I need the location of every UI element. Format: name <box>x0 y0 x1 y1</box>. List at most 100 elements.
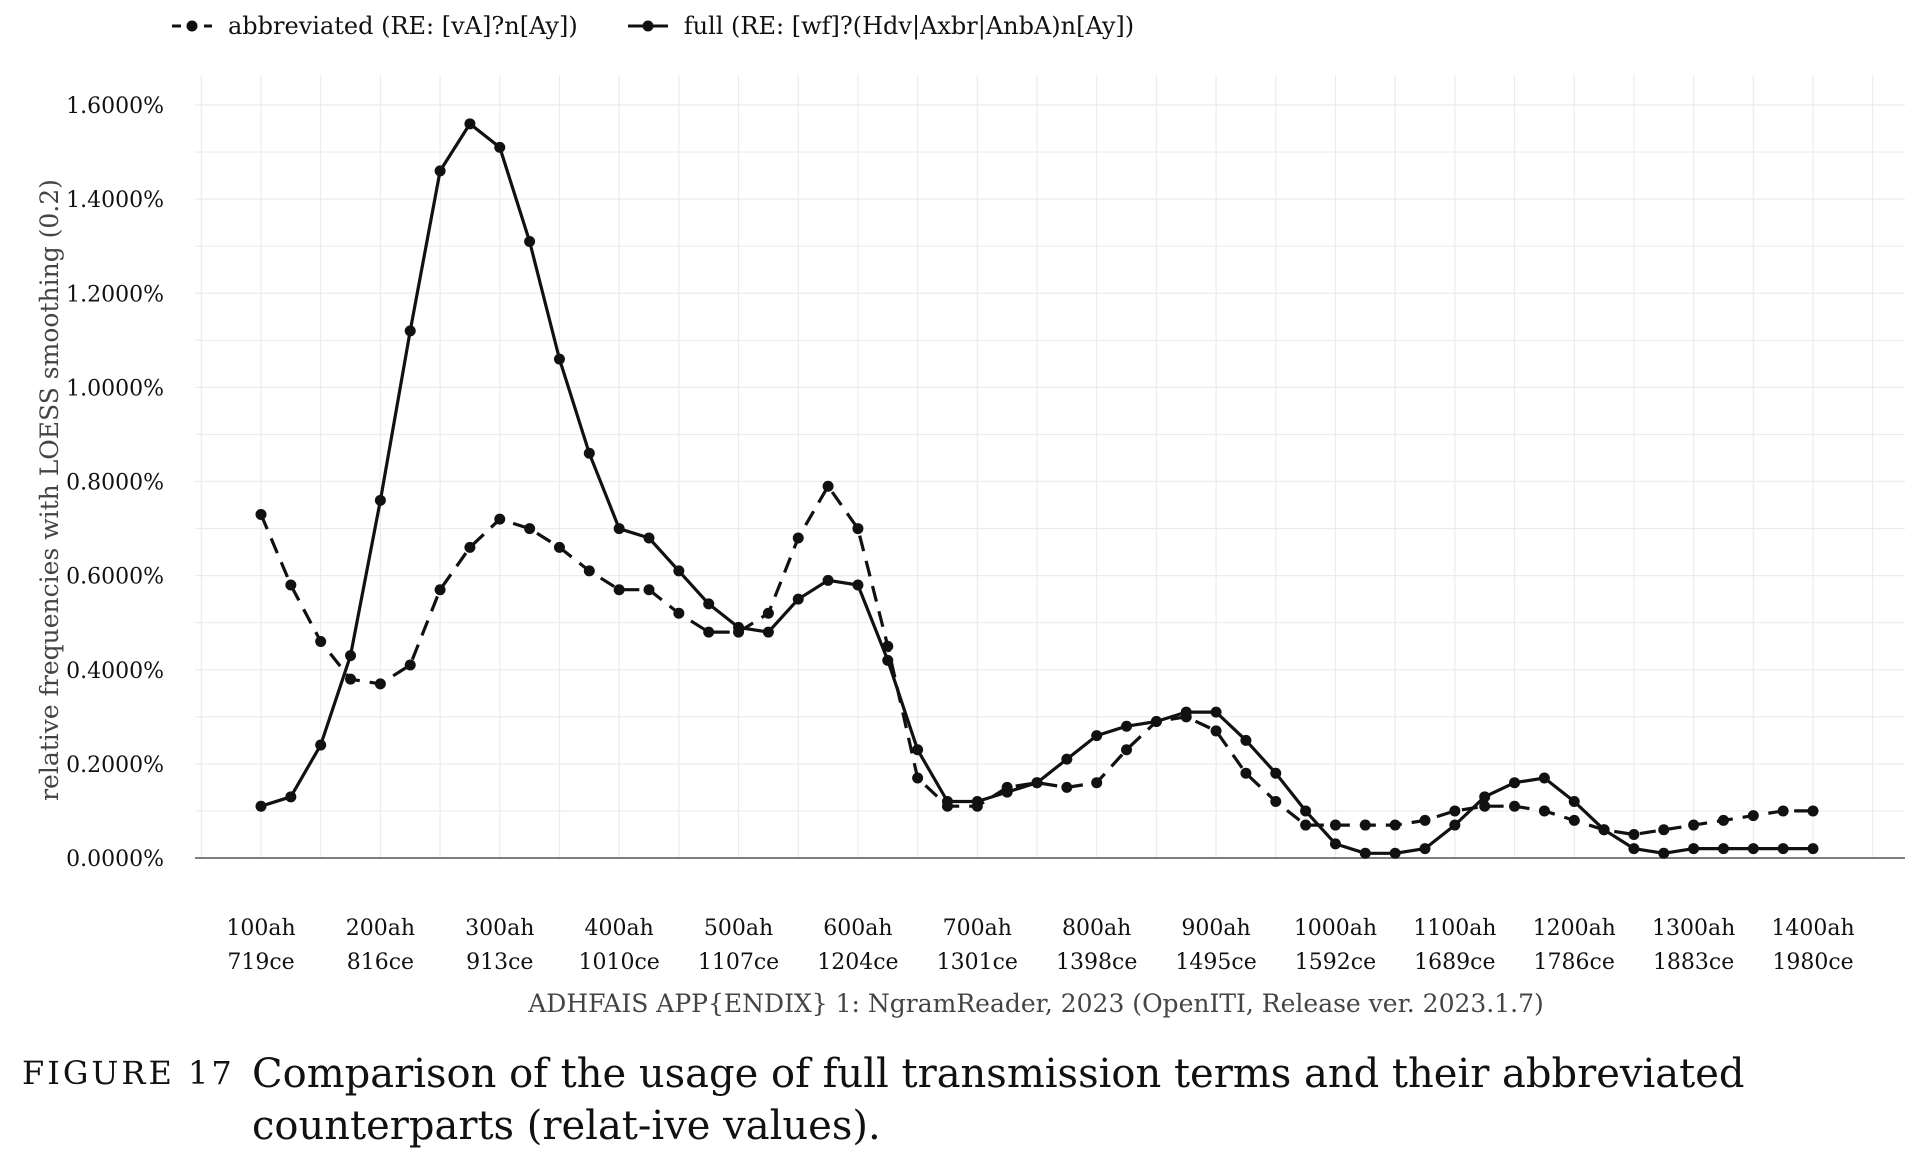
legend-item-abbreviated: abbreviated (RE: [vA]?n[Ay]) <box>170 12 578 40</box>
x-tick-label: 200ah <box>346 916 415 941</box>
data-point-full <box>1777 843 1789 855</box>
data-point-full <box>1091 730 1103 742</box>
data-point-abbreviated <box>1449 805 1461 817</box>
x-tick-label: 600ah <box>823 916 892 941</box>
data-point-full <box>524 235 536 247</box>
data-point-full <box>1419 843 1431 855</box>
data-point-full <box>1658 847 1670 859</box>
y-tick-label: 1.6000% <box>66 94 164 119</box>
data-point-abbreviated <box>285 579 297 591</box>
data-point-abbreviated <box>912 772 924 784</box>
x-tick-label: 300ah <box>465 916 534 941</box>
data-point-full <box>1359 847 1371 859</box>
data-point-full <box>1449 819 1461 831</box>
data-point-abbreviated <box>1658 824 1670 836</box>
data-point-abbreviated <box>345 673 357 685</box>
x-tick-label-ce: 1010ce <box>578 950 659 975</box>
y-tick-label: 1.0000% <box>66 376 164 401</box>
data-point-full <box>1121 720 1133 732</box>
legend: abbreviated (RE: [vA]?n[Ay]) full (RE: [… <box>170 12 1134 40</box>
data-point-full <box>1210 706 1222 718</box>
x-tick-label: 900ah <box>1181 916 1250 941</box>
series-line-abbreviated <box>259 484 1813 837</box>
legend-solid-line-icon <box>627 20 668 32</box>
data-point-abbreviated <box>1568 814 1580 826</box>
x-tick-label-ce: 1398ce <box>1056 950 1137 975</box>
data-point-full <box>1807 843 1819 855</box>
data-point-full <box>583 447 595 459</box>
legend-label-abbreviated: abbreviated (RE: [vA]?n[Ay]) <box>228 12 578 40</box>
data-point-abbreviated <box>822 480 834 492</box>
data-point-full <box>733 621 745 633</box>
data-point-abbreviated <box>613 584 625 596</box>
x-tick-label-ce: 1301ce <box>937 950 1018 975</box>
x-tick-label: 1200ah <box>1533 916 1616 941</box>
data-point-abbreviated <box>1240 767 1252 779</box>
data-point-full <box>1479 791 1491 803</box>
data-point-abbreviated <box>703 626 715 638</box>
x-tick-label-ce: 1204ce <box>817 950 898 975</box>
data-point-full <box>464 118 476 130</box>
x-tick-label: 100ah <box>226 916 295 941</box>
data-point-full <box>941 796 953 808</box>
y-tick-label: 0.0000% <box>66 847 164 872</box>
x-tick-label-ce: 1980ce <box>1772 950 1853 975</box>
data-point-full <box>1628 843 1640 855</box>
figure-caption: FIGURE 17 Comparison of the usage of ful… <box>22 1048 1902 1152</box>
data-point-abbreviated <box>1747 810 1759 822</box>
legend-label-full: full (RE: [wf]?(Hdv|Axbr|AnbA)n[Ay]) <box>683 12 1135 40</box>
data-point-abbreviated <box>315 636 327 648</box>
x-tick-label-ce: 1883ce <box>1653 950 1734 975</box>
y-tick-label: 1.4000% <box>66 188 164 213</box>
x-tick-label: 500ah <box>704 916 773 941</box>
x-tick-label-ce: 1689ce <box>1414 950 1495 975</box>
data-point-full <box>345 650 357 662</box>
data-point-abbreviated <box>852 523 864 535</box>
data-point-abbreviated <box>494 513 506 525</box>
data-point-full <box>553 353 565 365</box>
data-point-full <box>822 574 834 586</box>
series-group <box>255 118 1819 859</box>
figure-caption-text: Comparison of the usage of full transmis… <box>252 1051 1745 1149</box>
x-tick-label-ce: 1786ce <box>1534 950 1615 975</box>
y-tick-label: 1.2000% <box>66 282 164 307</box>
x-tick-label: 800ah <box>1062 916 1131 941</box>
y-axis-label: relative frequencies with LOESS smoothin… <box>35 179 64 801</box>
data-point-abbreviated <box>1359 819 1371 831</box>
data-point-abbreviated <box>1270 796 1282 808</box>
data-point-full <box>1509 777 1521 789</box>
x-tick-label-ce: 1495ce <box>1175 950 1256 975</box>
data-point-abbreviated <box>1210 725 1222 737</box>
x-tick-label-ce: 913ce <box>466 950 533 975</box>
data-point-abbreviated <box>1479 800 1491 812</box>
data-point-full <box>1598 824 1610 836</box>
data-point-full <box>255 800 267 812</box>
data-point-full <box>1329 838 1341 850</box>
data-point-abbreviated <box>1777 805 1789 817</box>
data-point-abbreviated <box>1389 819 1401 831</box>
data-point-abbreviated <box>1061 781 1073 793</box>
data-point-full <box>1300 805 1312 817</box>
x-tick-label-ce: 1592ce <box>1295 950 1376 975</box>
data-point-full <box>1240 734 1252 746</box>
y-tick-label: 0.2000% <box>66 753 164 778</box>
data-point-full <box>1538 772 1550 784</box>
x-tick-label-ce: 1107ce <box>698 950 779 975</box>
data-point-full <box>1180 706 1192 718</box>
x-tick-label: 1400ah <box>1771 916 1854 941</box>
data-point-abbreviated <box>1300 819 1312 831</box>
data-point-full <box>1001 786 1013 798</box>
data-point-full <box>1150 716 1162 728</box>
grid <box>195 75 1905 859</box>
data-point-full <box>1688 843 1700 855</box>
data-point-abbreviated <box>762 607 774 619</box>
y-axis-ticks: 0.0000% 0.2000% 0.4000% 0.6000% 0.8000% 1.000… <box>66 94 164 872</box>
data-point-full <box>762 626 774 638</box>
data-point-full <box>404 325 416 337</box>
data-point-abbreviated <box>583 565 595 577</box>
data-point-full <box>971 796 983 808</box>
x-axis-ticks: 100ah 719ce 200ah 816ce 300ah 913ce 400ah 1010c… <box>226 916 1854 975</box>
data-point-full <box>494 141 506 153</box>
data-point-abbreviated <box>374 678 386 690</box>
legend-item-full: full (RE: [wf]?(Hdv|Axbr|AnbA)n[Ay]) <box>626 12 1134 40</box>
